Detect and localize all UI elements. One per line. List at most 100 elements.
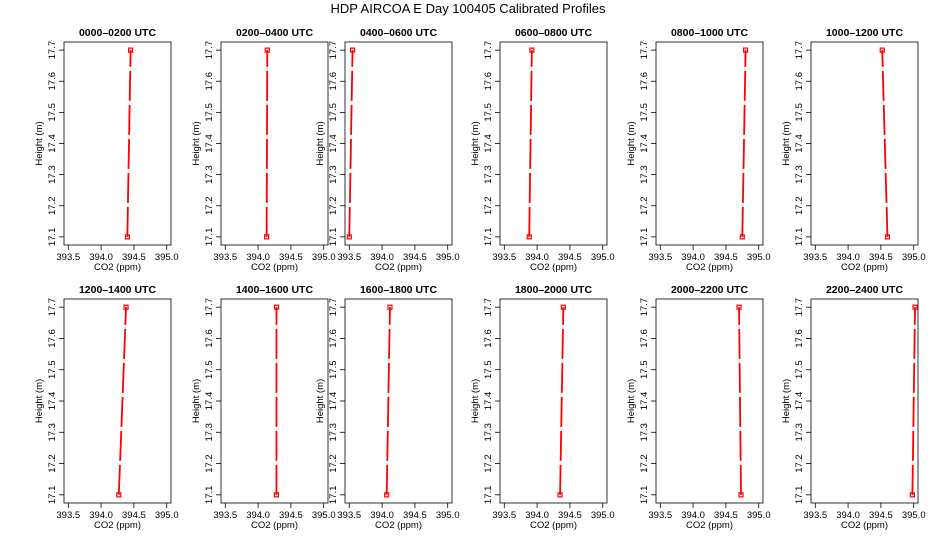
y-tick-label: 17.7: [47, 298, 58, 317]
y-tick-label: 17.7: [204, 298, 215, 317]
x-tick-label: 394.0: [89, 510, 113, 521]
data-point: [264, 234, 270, 240]
y-tick-label: 17.3: [47, 423, 58, 442]
x-tick-label: 394.0: [836, 510, 860, 521]
data-point: [557, 492, 563, 498]
x-tick-label: 394.0: [681, 252, 705, 263]
x-tick-label: 394.0: [89, 252, 113, 263]
x-axis-label: CO2 (ppm): [530, 520, 577, 531]
x-tick-label: 394.0: [370, 510, 394, 521]
x-tick-label: 394.5: [714, 252, 738, 263]
profile-line: [265, 50, 269, 237]
x-tick-label: 393.5: [803, 252, 827, 263]
y-tick-label: 17.1: [639, 486, 650, 505]
x-tick-label: 393.5: [56, 510, 80, 521]
data-point: [128, 47, 134, 53]
x-tick-label: 393.5: [337, 252, 361, 263]
panel-title: 1000–1200 UTC: [826, 27, 903, 39]
x-tick-label: 394.0: [525, 252, 549, 263]
data-point: [116, 492, 122, 498]
y-tick-label: 17.5: [328, 360, 339, 379]
y-tick-label: 17.3: [328, 165, 339, 184]
y-tick-label: 17.3: [794, 165, 805, 184]
y-tick-label: 17.5: [794, 103, 805, 122]
profile-line: [738, 307, 742, 495]
data-point: [529, 47, 535, 53]
y-tick-label: 17.6: [47, 329, 58, 348]
plot-frame: [655, 41, 764, 246]
plot-frame: [810, 298, 919, 504]
x-tick-label: 394.5: [122, 510, 146, 521]
y-tick-label: 17.2: [204, 197, 215, 216]
x-tick-label: 395.0: [747, 252, 771, 263]
data-point: [384, 492, 390, 498]
y-axis-label: Height (m): [315, 121, 326, 165]
y-tick-label: 17.5: [47, 360, 58, 379]
y-tick-label: 17.4: [328, 392, 339, 411]
x-tick-label: 395.0: [155, 252, 179, 263]
x-tick-label: 393.5: [337, 510, 361, 521]
y-tick-label: 17.6: [483, 72, 494, 91]
x-tick-label: 393.5: [56, 252, 80, 263]
y-tick-label: 17.3: [483, 165, 494, 184]
y-tick-label: 17.6: [328, 329, 339, 348]
panel-3: 0400–0600 UTC 393.5 394.0 394.5 395.0 17.1 17.…: [315, 27, 460, 273]
y-axis-label: Height (m): [626, 121, 637, 165]
y-tick-label: 17.5: [204, 103, 215, 122]
x-tick-label: 395.0: [747, 510, 771, 521]
y-tick-label: 17.3: [639, 423, 650, 442]
x-axis-label: CO2 (ppm): [841, 262, 888, 273]
y-tick-label: 17.1: [204, 228, 215, 247]
panel-title: 2200–2400 UTC: [826, 284, 903, 296]
data-point: [909, 492, 916, 498]
x-tick-label: 393.5: [492, 510, 516, 521]
y-axis-label: Height (m): [34, 379, 45, 423]
y-tick-label: 17.1: [204, 486, 215, 505]
x-axis-label: CO2 (ppm): [94, 520, 141, 531]
panel-7: 1200–1400 UTC 393.5 394.0 394.5 395.0 17.1 17.…: [34, 284, 179, 531]
x-tick-label: 395.0: [312, 252, 336, 263]
profile-line: [117, 307, 127, 495]
page-title: HDP AIRCOA E Day 100405 Calibrated Profi…: [330, 1, 606, 16]
x-tick-label: 395.0: [591, 510, 615, 521]
y-tick-label: 17.1: [639, 228, 650, 247]
y-tick-label: 17.3: [483, 423, 494, 442]
x-tick-label: 395.0: [436, 510, 460, 521]
profile-line: [126, 50, 132, 237]
y-tick-label: 17.2: [47, 197, 58, 216]
y-tick-label: 17.2: [483, 454, 494, 473]
x-tick-label: 395.0: [312, 510, 336, 521]
x-axis-label: CO2 (ppm): [686, 520, 733, 531]
y-tick-label: 17.7: [639, 298, 650, 317]
data-point: [123, 304, 129, 310]
plot-frame: [63, 298, 172, 504]
panel-10: 1800–2000 UTC 393.5 394.0 394.5 395.0 17.1 17.…: [470, 284, 615, 531]
panel-title: 1600–1800 UTC: [360, 284, 437, 296]
profile-line: [348, 50, 354, 237]
profile-line: [911, 307, 916, 495]
panel-1: 0000–0200 UTC 393.5 394.0 394.5 395.0 17.1 17.…: [34, 27, 179, 273]
y-tick-label: 17.5: [794, 360, 805, 379]
y-tick-label: 17.7: [794, 41, 805, 60]
y-tick-label: 17.1: [328, 486, 339, 505]
data-point: [738, 492, 744, 498]
x-tick-label: 395.0: [591, 252, 615, 263]
y-tick-label: 17.2: [204, 454, 215, 473]
y-tick-label: 17.3: [328, 423, 339, 442]
x-tick-label: 394.0: [836, 252, 860, 263]
y-axis-label: Height (m): [470, 121, 481, 165]
plot-frame: [655, 298, 764, 504]
plot-frame: [810, 41, 919, 246]
y-tick-label: 17.1: [483, 228, 494, 247]
y-axis-label: Height (m): [781, 121, 792, 165]
x-tick-label: 394.5: [279, 510, 303, 521]
plot-frame: [220, 298, 329, 504]
y-tick-label: 17.4: [639, 134, 650, 153]
x-tick-label: 395.0: [902, 252, 926, 263]
y-tick-label: 17.1: [794, 486, 805, 505]
profile-line: [741, 50, 747, 237]
y-tick-label: 17.6: [204, 72, 215, 91]
y-tick-label: 17.6: [483, 329, 494, 348]
panel-4: 0600–0800 UTC 393.5 394.0 394.5 395.0 17.1 17.…: [470, 27, 615, 273]
